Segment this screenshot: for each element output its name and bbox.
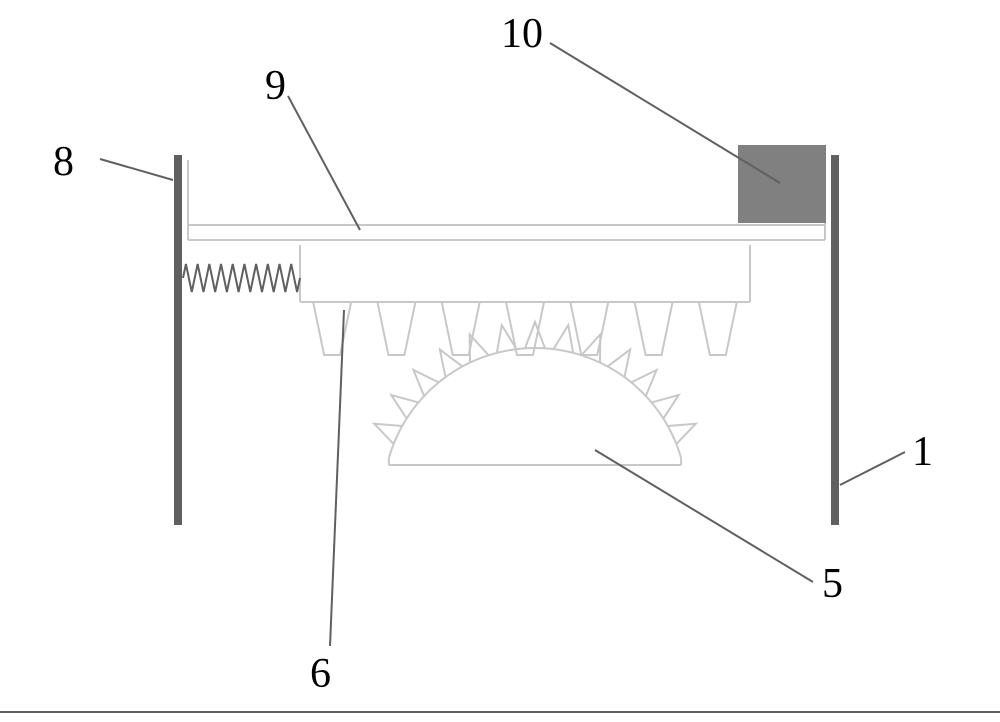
leader-l9 bbox=[288, 96, 360, 230]
leader-l8 bbox=[100, 159, 173, 180]
spring bbox=[183, 264, 300, 292]
label-9: 9 bbox=[265, 62, 286, 110]
leader-l1 bbox=[840, 452, 905, 485]
leader-l10 bbox=[550, 43, 780, 183]
gear-arc bbox=[389, 348, 681, 458]
label-5: 5 bbox=[822, 560, 843, 608]
label-10: 10 bbox=[501, 10, 543, 58]
gear-teeth bbox=[374, 322, 696, 444]
block bbox=[738, 145, 826, 223]
leader-l5 bbox=[595, 450, 813, 582]
label-8: 8 bbox=[53, 138, 74, 186]
label-1: 1 bbox=[912, 428, 933, 476]
leader-l6 bbox=[330, 310, 344, 646]
label-6: 6 bbox=[310, 650, 331, 698]
